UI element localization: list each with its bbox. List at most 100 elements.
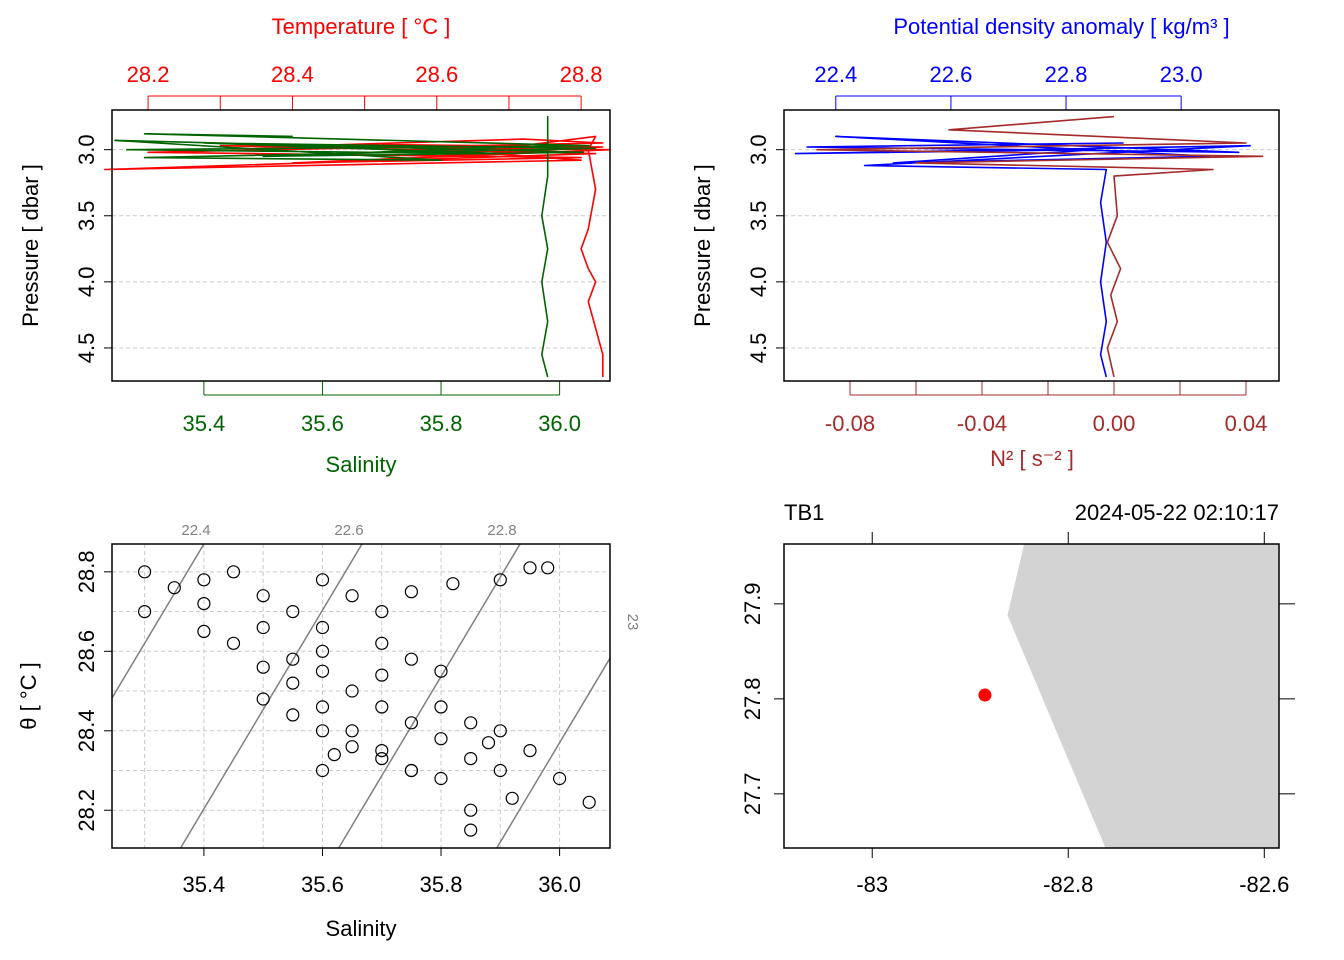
data-point xyxy=(226,636,241,650)
data-point xyxy=(481,736,496,750)
data-point xyxy=(345,724,359,738)
top-axis-title: Temperature [ °C ] xyxy=(272,14,451,39)
y-tick-label: 28.6 xyxy=(74,630,99,673)
isopycnal-label: 23 xyxy=(624,614,641,631)
data-point xyxy=(434,664,448,678)
panel-station-map: -83 -82.8 -82.6 27.7 27.8 27.9 TB1 2024-05-22 0… xyxy=(740,500,1295,897)
data-point xyxy=(315,620,330,635)
bottom-tick-label: 0.04 xyxy=(1225,411,1268,436)
x-tick-label: 35.6 xyxy=(301,872,344,897)
series-line-n2 xyxy=(816,115,1264,378)
plot-frame xyxy=(783,543,1280,849)
data-point xyxy=(315,664,330,678)
data-point xyxy=(375,751,389,766)
data-point xyxy=(464,751,478,766)
bottom-tick-label: 35.4 xyxy=(182,411,225,436)
data-point xyxy=(345,589,359,603)
land-polygon xyxy=(1007,544,1279,848)
data-point xyxy=(505,791,519,805)
top-axis-title: Potential density anomaly [ kg/m³ ] xyxy=(893,14,1229,39)
data-point xyxy=(327,747,341,762)
top-tick-label: 28.2 xyxy=(127,62,170,87)
data-point xyxy=(523,561,537,575)
data-point xyxy=(464,803,478,817)
top-tick-label: 28.4 xyxy=(271,62,314,87)
y-axis-title: θ [ °C ] xyxy=(16,662,41,729)
y-tick-label: 3.0 xyxy=(74,134,99,165)
data-point xyxy=(375,700,389,714)
x-tick-label: 35.4 xyxy=(182,872,225,897)
series-line-potential-density-anomaly xyxy=(794,135,1251,378)
bottom-axis-title: N² [ s⁻² ] xyxy=(990,446,1074,471)
series-line-salinity xyxy=(114,115,597,378)
bottom-tick-label: -0.04 xyxy=(957,411,1007,436)
data-point xyxy=(375,668,389,682)
data-point xyxy=(286,708,300,722)
data-point xyxy=(286,676,300,690)
data-point xyxy=(315,724,330,738)
data-point xyxy=(493,763,507,778)
data-point xyxy=(256,660,270,674)
top-tick-label: 23.0 xyxy=(1160,62,1203,87)
isopycnal-line xyxy=(495,656,610,848)
x-tick-label: 35.8 xyxy=(420,872,463,897)
isopycnal-label: 22.4 xyxy=(181,522,210,539)
data-point xyxy=(434,771,448,786)
data-point xyxy=(404,585,418,599)
data-point xyxy=(315,763,330,778)
data-point xyxy=(404,763,418,778)
bottom-axis-title: Salinity xyxy=(326,452,397,477)
data-point xyxy=(582,795,596,809)
top-tick-label: 28.8 xyxy=(560,62,603,87)
plot-frame xyxy=(111,109,611,382)
panel-temperature-salinity-profile: 3.0 3.5 4.0 4.5 Pressure [ dbar ] 28.2 28.4 28.… xyxy=(18,14,611,477)
y-axis-title: Pressure [ dbar ] xyxy=(18,164,43,327)
data-point xyxy=(523,743,537,758)
data-point xyxy=(464,823,478,837)
data-point xyxy=(434,700,448,714)
y-tick-label: 4.5 xyxy=(74,333,99,364)
points-group xyxy=(138,561,596,837)
isopycnal-label: 22.8 xyxy=(487,522,516,539)
bottom-tick-label: -0.08 xyxy=(825,411,875,436)
top-tick-label: 28.6 xyxy=(415,62,458,87)
data-point xyxy=(197,624,211,639)
data-point xyxy=(345,684,359,698)
y-tick-label: 27.7 xyxy=(740,772,765,815)
y-tick-label: 28.4 xyxy=(74,709,99,752)
isopycnal-line xyxy=(337,544,521,848)
data-point xyxy=(286,652,300,666)
bottom-tick-label: 0.00 xyxy=(1093,411,1136,436)
data-point xyxy=(256,692,270,706)
y-tick-label: 3.5 xyxy=(746,200,771,231)
data-point xyxy=(315,573,330,587)
data-point xyxy=(286,604,300,619)
data-point xyxy=(493,573,507,587)
x-tick-label: -83 xyxy=(856,872,888,897)
y-tick-label: 28.8 xyxy=(74,550,99,593)
data-point xyxy=(404,652,418,666)
data-point xyxy=(345,740,359,754)
x-axis-title: Salinity xyxy=(326,916,397,941)
bottom-tick-label: 35.6 xyxy=(301,411,344,436)
isopycnal-line xyxy=(112,544,205,700)
data-point xyxy=(226,565,241,579)
station-marker xyxy=(978,688,992,702)
data-point xyxy=(434,732,448,746)
top-tick-label: 22.4 xyxy=(814,62,857,87)
data-point xyxy=(197,596,211,611)
y-tick-label: 4.0 xyxy=(746,267,771,298)
data-point xyxy=(446,577,460,591)
data-point xyxy=(138,604,152,619)
data-point xyxy=(256,589,270,603)
data-point xyxy=(138,565,152,579)
data-point xyxy=(256,620,270,635)
x-tick-label: -82.6 xyxy=(1239,872,1289,897)
y-tick-label: 3.0 xyxy=(746,134,771,165)
series-line-temperature xyxy=(104,135,611,377)
data-point xyxy=(197,573,211,587)
data-point xyxy=(552,771,567,786)
data-point xyxy=(315,644,330,658)
y-tick-label: 4.0 xyxy=(74,267,99,298)
